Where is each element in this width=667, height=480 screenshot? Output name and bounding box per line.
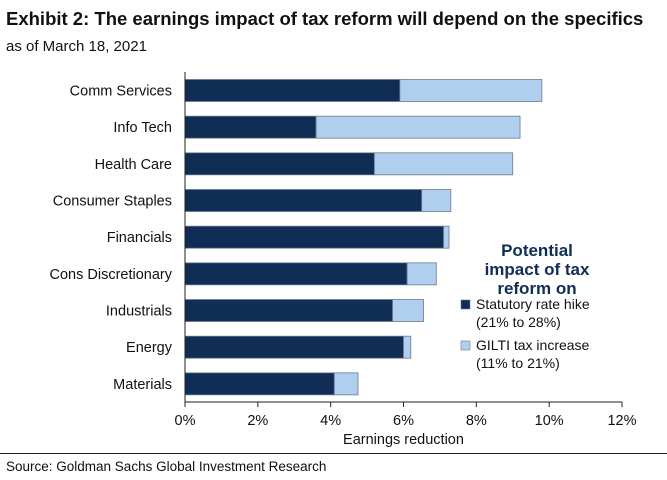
x-axis-label: Earnings reduction — [343, 432, 464, 448]
chart-subtitle: as of March 18, 2021 — [6, 38, 147, 55]
bar-materials-series-2 — [333, 372, 359, 396]
source-note: Source: Goldman Sachs Global Investment … — [6, 459, 327, 474]
bar-info-tech-series-1 — [184, 115, 317, 139]
category-label-energy: Energy — [126, 340, 173, 356]
bar-industrials-series-1 — [184, 299, 393, 322]
category-label-cons-discretionary: Cons Discretionary — [50, 267, 173, 283]
bar-health-care-series-2 — [373, 152, 514, 176]
bar-cons-discretionary-series-1 — [184, 262, 408, 286]
legend-label-series-1: (21% to 28%) — [476, 314, 561, 330]
bar-financials-series-1 — [184, 225, 444, 249]
bar-comm-services-series-1 — [184, 79, 401, 102]
bar-info-tech-series-2 — [315, 115, 521, 139]
bar-financials-series-2 — [443, 225, 450, 249]
bar-energy-series-1 — [184, 335, 404, 359]
bar-chart: Comm Services Info Tech Health Care Consume… — [50, 72, 637, 448]
bar-consumer-staples-series-1 — [184, 189, 423, 212]
x-tick-label: 2% — [247, 413, 268, 429]
bar-materials-series-1 — [184, 372, 335, 396]
legend-swatch-series-1 — [460, 299, 471, 310]
x-tick-label: 12% — [607, 413, 636, 429]
legend-swatch-series-2 — [460, 340, 471, 351]
bar-industrials-series-2 — [392, 299, 424, 322]
x-tick-label: 4% — [320, 413, 341, 429]
legend-title-line: reform on — [497, 279, 576, 298]
category-label-health-care: Health Care — [95, 157, 172, 173]
x-tick-label: 8% — [466, 413, 487, 429]
bar-consumer-staples-series-2 — [421, 189, 452, 212]
category-label-financials: Financials — [107, 230, 172, 246]
legend-title-line: impact of tax — [485, 260, 590, 279]
x-tick-label: 6% — [393, 413, 414, 429]
legend-label-series-2: GILTI tax increase — [476, 337, 590, 353]
bar-health-care-series-1 — [184, 152, 375, 176]
bar-cons-discretionary-series-2 — [406, 262, 437, 286]
bar-energy-series-2 — [403, 335, 412, 359]
legend-title-line: Potential — [501, 241, 573, 260]
x-tick-label: 10% — [535, 413, 564, 429]
x-tick-label: 0% — [175, 413, 196, 429]
legend-label-series-2: (11% to 21%) — [476, 355, 560, 371]
chart-title: Exhibit 2: The earnings impact of tax re… — [6, 8, 644, 29]
legend-label-series-1: Statutory rate hike — [476, 296, 590, 312]
category-label-industrials: Industrials — [106, 304, 172, 320]
category-label-comm-services: Comm Services — [70, 84, 172, 100]
category-label-materials: Materials — [113, 377, 172, 393]
source-divider — [0, 453, 667, 454]
bar-comm-services-series-2 — [399, 79, 543, 102]
category-label-info-tech: Info Tech — [113, 120, 172, 136]
category-label-consumer-staples: Consumer Staples — [53, 194, 172, 210]
